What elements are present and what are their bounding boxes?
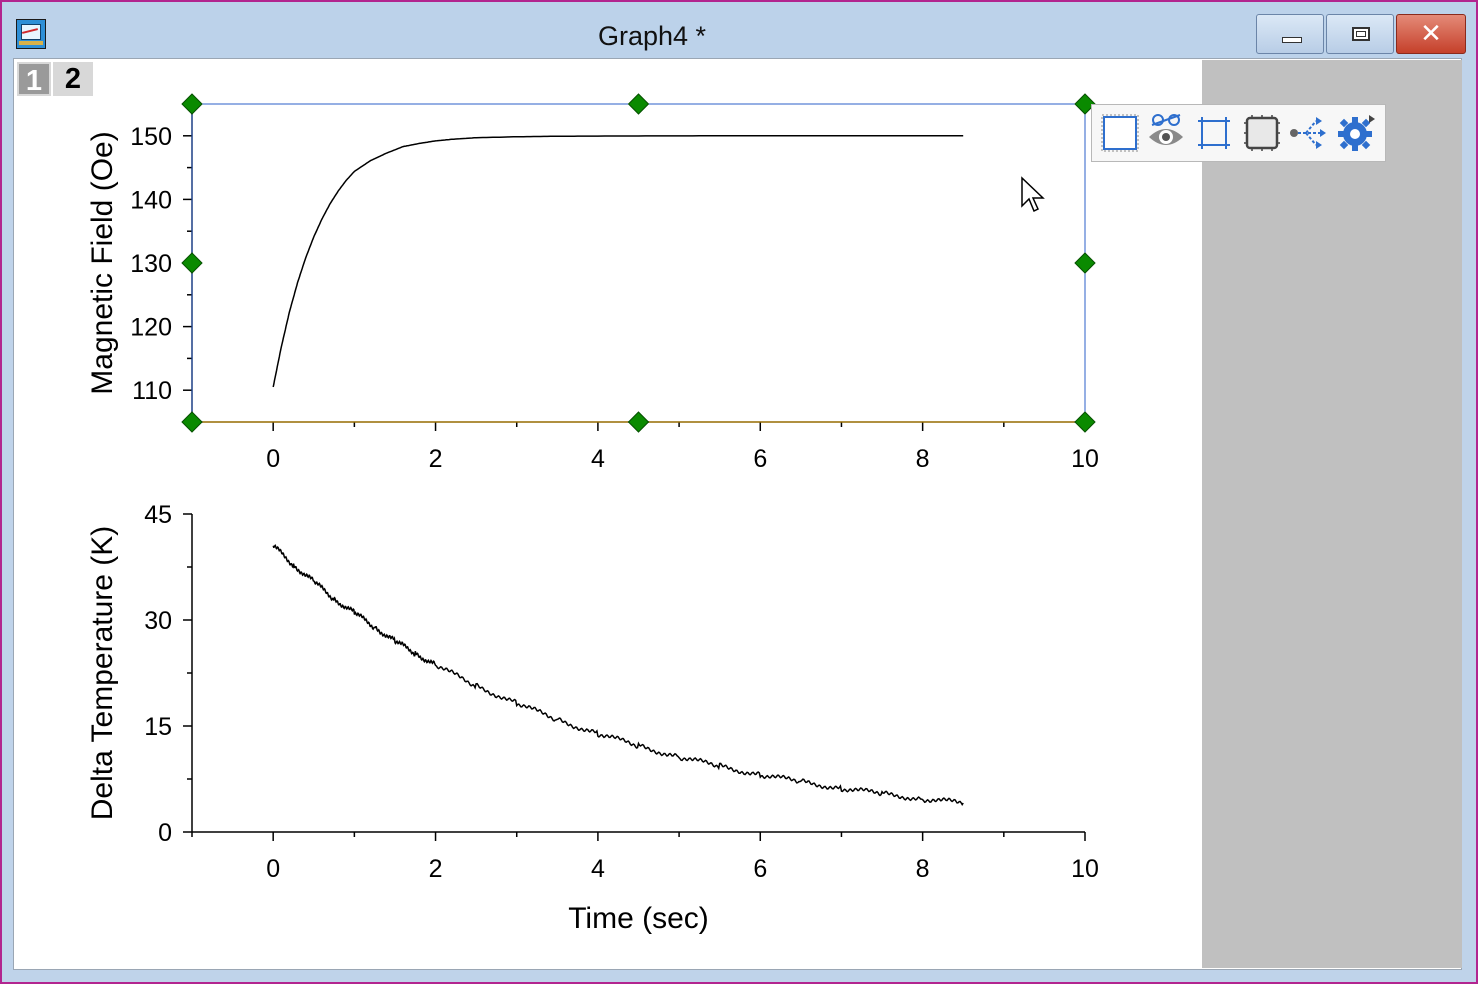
resize-handle [181,93,203,115]
resize-handle [1074,252,1096,274]
restore-icon [1352,27,1370,41]
resize-handle [1074,411,1096,433]
chart2-x-tick-label: 4 [591,855,605,883]
chart1-series-line [272,135,964,388]
close-icon: ✕ [1420,19,1442,49]
chart2-x-tick-label: 0 [266,855,280,883]
chart1-x-tick-label: 0 [266,445,280,473]
chart2-x-axis-label: Time (sec) [568,902,709,935]
graph-app-icon[interactable] [16,19,46,49]
settings-icon[interactable] [1336,113,1376,153]
layer-size-icon[interactable] [1194,113,1234,153]
chart2-y-tick-label: 0 [158,819,172,847]
chart2-y-tick-label: 45 [144,501,172,529]
layer-tab-1[interactable]: 1 [17,62,51,97]
chart2-x-tick-label: 8 [916,855,930,883]
chart2-x-tick-label: 6 [753,855,767,883]
chart2-x-tick-label: 10 [1071,855,1099,883]
chart2-y-tick-label: 30 [144,607,172,635]
chart2-y-tick-label: 15 [144,713,172,741]
chart1-y-tick-label: 140 [130,186,172,214]
chart1-y-tick-label: 110 [132,377,172,405]
layer-frame-icon[interactable] [1242,113,1282,153]
restore-button[interactable] [1326,14,1394,54]
link-layers-icon[interactable] [1288,113,1328,153]
minimize-icon [1282,37,1302,43]
chart1-y-tick-label: 120 [130,314,172,342]
resize-handle [627,93,650,115]
page-outside-area [1202,60,1462,968]
minimize-button[interactable] [1256,14,1324,54]
resize-handle [181,252,203,274]
chart1-y-tick-label: 130 [130,250,172,278]
chart1-x-tick-label: 2 [429,445,443,473]
mouse-pointer-icon [1021,176,1045,213]
chart1-x-tick-label: 10 [1071,445,1099,473]
frame-icon[interactable] [1100,113,1140,153]
chart1-x-tick-label: 6 [753,445,767,473]
chart1-y-axis-label: Magnetic Field (Oe) [86,131,119,394]
show-hide-icon[interactable] [1146,113,1186,153]
chart1-y-tick-label: 150 [130,123,172,151]
chart2-x-tick-label: 2 [429,855,443,883]
resize-handle [1074,93,1096,115]
resize-handle [627,411,650,433]
window-title: Graph4 * [597,21,707,51]
chart1-x-tick-label: 4 [591,445,605,473]
close-button[interactable]: ✕ [1396,14,1466,54]
title-bar[interactable]: Graph4 * ✕ [2,2,1476,60]
chart2-y-axis-label: Delta Temperature (K) [86,526,119,821]
chart1-selection-frame [191,103,1086,423]
layer-mini-toolbar [1091,104,1386,162]
chart1-x-tick-label: 8 [916,445,930,473]
chart2-series-line [272,544,964,807]
layer-tab-2[interactable]: 2 [53,62,93,96]
resize-handle [181,411,203,433]
